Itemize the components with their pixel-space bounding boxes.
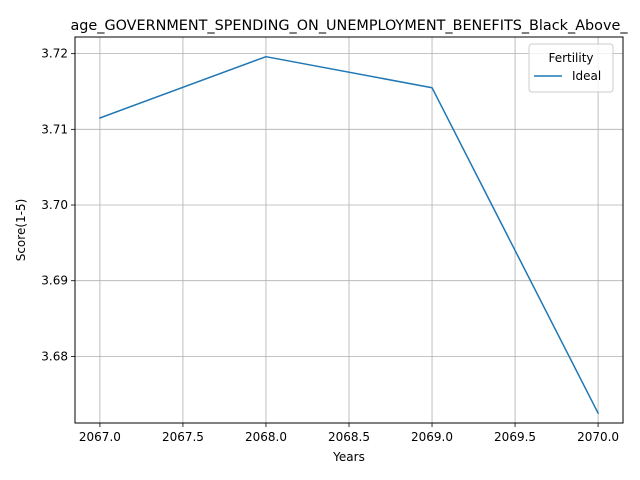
y-tick-label: 3.72 [41,47,68,61]
x-axis-label: Years [332,450,365,464]
grid [75,37,623,423]
chart-title: age_GOVERNMENT_SPENDING_ON_UNEMPLOYMENT_… [70,18,628,34]
x-tick-label: 2068.5 [328,430,370,444]
y-tick-label: 3.68 [41,349,68,363]
y-tick-label: 3.71 [41,122,68,136]
x-tick-label: 2070.0 [577,430,619,444]
y-axis-ticks: 3.68 3.69 3.70 3.71 3.72 [41,47,75,363]
series-line-0 [98,55,600,415]
legend-label-0: Ideal [572,69,601,83]
legend-title: Fertility [548,51,593,65]
legend-box [528,43,614,93]
x-tick-label: 2069.5 [494,430,536,444]
x-tick-label: 2068.0 [245,430,287,444]
x-tick-label: 2067.5 [162,430,204,444]
series-layer [98,55,600,415]
y-axis-label: Score(1-5) [14,199,28,262]
x-axis-ticks: 2067.0 2067.5 2068.0 2068.5 2069.0 2069.5 2070… [79,423,619,444]
x-tick-label: 2069.0 [411,430,453,444]
y-tick-label: 3.69 [41,274,68,288]
y-tick-label: 3.70 [41,198,68,212]
legend: Fertility Ideal [528,43,614,93]
x-tick-label: 2067.0 [79,430,121,444]
legend-entries: Ideal [534,69,601,83]
